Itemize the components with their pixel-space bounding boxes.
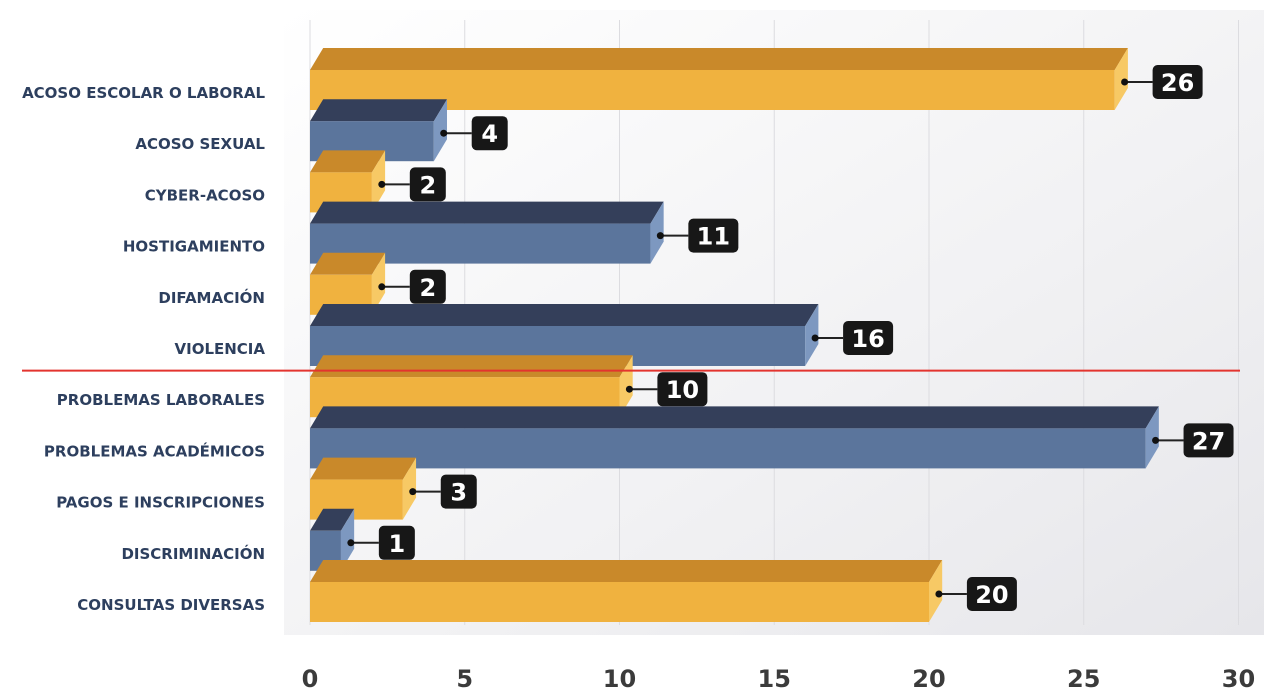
category-label: PAGOS E INSCRIPCIONES bbox=[56, 494, 265, 512]
bar-top-face bbox=[310, 355, 633, 378]
bar bbox=[310, 457, 417, 520]
bar-end-face bbox=[371, 150, 386, 213]
data-label: 16 bbox=[811, 321, 894, 355]
data-label-text: 10 bbox=[666, 376, 699, 404]
bar-end-face bbox=[1114, 48, 1128, 110]
bar-top-face bbox=[310, 201, 664, 224]
data-label-dot bbox=[347, 539, 355, 547]
data-label-box bbox=[688, 218, 739, 253]
data-label-box bbox=[471, 116, 508, 151]
bar-end-face bbox=[1145, 406, 1159, 469]
bar-front-face bbox=[310, 428, 1146, 469]
data-label-dot bbox=[1152, 436, 1160, 444]
data-label: 11 bbox=[656, 218, 739, 253]
data-label-text: 2 bbox=[419, 274, 436, 302]
bar-end-face bbox=[805, 304, 819, 366]
data-label-text: 3 bbox=[450, 479, 467, 507]
category-label: ACOSO ESCOLAR O LABORAL bbox=[22, 84, 265, 102]
category-label: PROBLEMAS ACADÉMICOS bbox=[44, 441, 265, 460]
bar-top-face bbox=[310, 48, 1128, 70]
data-label-box bbox=[440, 474, 477, 509]
bar-top-face bbox=[310, 406, 1159, 429]
bar-end-face bbox=[371, 252, 386, 315]
data-label-dot bbox=[378, 283, 386, 291]
x-tick-label: 10 bbox=[603, 665, 636, 693]
data-label-text: 27 bbox=[1192, 427, 1225, 455]
data-label: 26 bbox=[1121, 65, 1203, 99]
bar-end-face bbox=[340, 508, 355, 571]
data-label-text: 26 bbox=[1161, 69, 1194, 97]
bar-top-face bbox=[310, 457, 417, 480]
bar-top-face bbox=[310, 252, 386, 275]
data-label-dot bbox=[625, 385, 633, 393]
data-label-dot bbox=[935, 590, 943, 598]
category-label: CONSULTAS DIVERSAS bbox=[77, 596, 265, 614]
data-label-box bbox=[378, 525, 415, 560]
bar-top-face bbox=[310, 99, 447, 122]
data-label: 3 bbox=[409, 474, 477, 509]
x-tick-label: 15 bbox=[758, 665, 791, 693]
category-label: ACOSO SEXUAL bbox=[135, 135, 265, 153]
bar bbox=[310, 406, 1159, 469]
category-label: DISCRIMINACIÓN bbox=[121, 544, 265, 563]
bar-top-face bbox=[310, 150, 386, 173]
data-label-text: 1 bbox=[388, 530, 405, 558]
data-label-box bbox=[409, 269, 446, 304]
category-label: HOSTIGAMIENTO bbox=[123, 238, 265, 256]
category-label: VIOLENCIA bbox=[175, 340, 266, 358]
data-label-box bbox=[966, 577, 1017, 611]
category-label: PROBLEMAS LABORALES bbox=[57, 391, 265, 409]
data-label-text: 11 bbox=[697, 223, 730, 251]
bar bbox=[310, 560, 943, 622]
data-label-box bbox=[843, 321, 894, 355]
data-label-box bbox=[657, 372, 708, 407]
data-label: 10 bbox=[625, 372, 708, 407]
data-label-dot bbox=[811, 334, 819, 342]
data-label-box bbox=[1152, 65, 1203, 99]
x-tick-label: 30 bbox=[1222, 665, 1255, 693]
x-tick-label: 25 bbox=[1067, 665, 1100, 693]
category-label: DIFAMACIÓN bbox=[158, 288, 265, 307]
data-label-text: 2 bbox=[419, 171, 436, 199]
bar-top-face bbox=[310, 508, 355, 531]
bar-end-face bbox=[433, 99, 447, 162]
data-label-dot bbox=[440, 129, 448, 137]
bar-end-face bbox=[650, 201, 664, 264]
bar-end-face bbox=[402, 457, 417, 520]
data-label: 4 bbox=[440, 116, 508, 151]
bar-top-face bbox=[310, 304, 819, 326]
bar-top-face bbox=[310, 560, 943, 582]
bar-end-face bbox=[929, 560, 943, 622]
x-tick-label: 20 bbox=[912, 665, 945, 693]
data-label-text: 20 bbox=[975, 581, 1008, 609]
data-label: 27 bbox=[1152, 423, 1234, 458]
x-tick-label: 5 bbox=[456, 665, 473, 693]
data-label: 2 bbox=[378, 167, 446, 202]
data-label: 20 bbox=[935, 577, 1017, 611]
data-label-box bbox=[409, 167, 446, 202]
bar-front-face bbox=[310, 582, 929, 622]
data-label-text: 16 bbox=[851, 325, 884, 353]
data-label-dot bbox=[1121, 78, 1129, 86]
category-label: CYBER-ACOSO bbox=[145, 186, 265, 204]
data-label-dot bbox=[378, 180, 386, 188]
data-label-dot bbox=[409, 488, 417, 496]
data-label-box bbox=[1183, 423, 1234, 458]
data-label: 2 bbox=[378, 269, 446, 304]
x-tick-label: 0 bbox=[302, 665, 319, 693]
data-label-dot bbox=[656, 232, 664, 240]
data-label-text: 4 bbox=[481, 120, 498, 148]
data-label: 1 bbox=[347, 525, 415, 560]
